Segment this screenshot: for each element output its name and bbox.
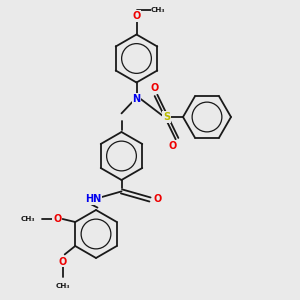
Text: HN: HN xyxy=(85,194,101,205)
Text: S: S xyxy=(163,112,170,122)
Text: CH₃: CH₃ xyxy=(21,216,36,222)
Text: O: O xyxy=(53,214,61,224)
Text: O: O xyxy=(153,194,162,205)
Text: O: O xyxy=(150,83,159,93)
Text: O: O xyxy=(168,141,177,151)
Text: N: N xyxy=(132,94,141,104)
Text: O: O xyxy=(58,256,67,267)
Text: O: O xyxy=(132,11,141,21)
Text: CH₃: CH₃ xyxy=(56,284,70,290)
Text: CH₃: CH₃ xyxy=(151,7,165,13)
